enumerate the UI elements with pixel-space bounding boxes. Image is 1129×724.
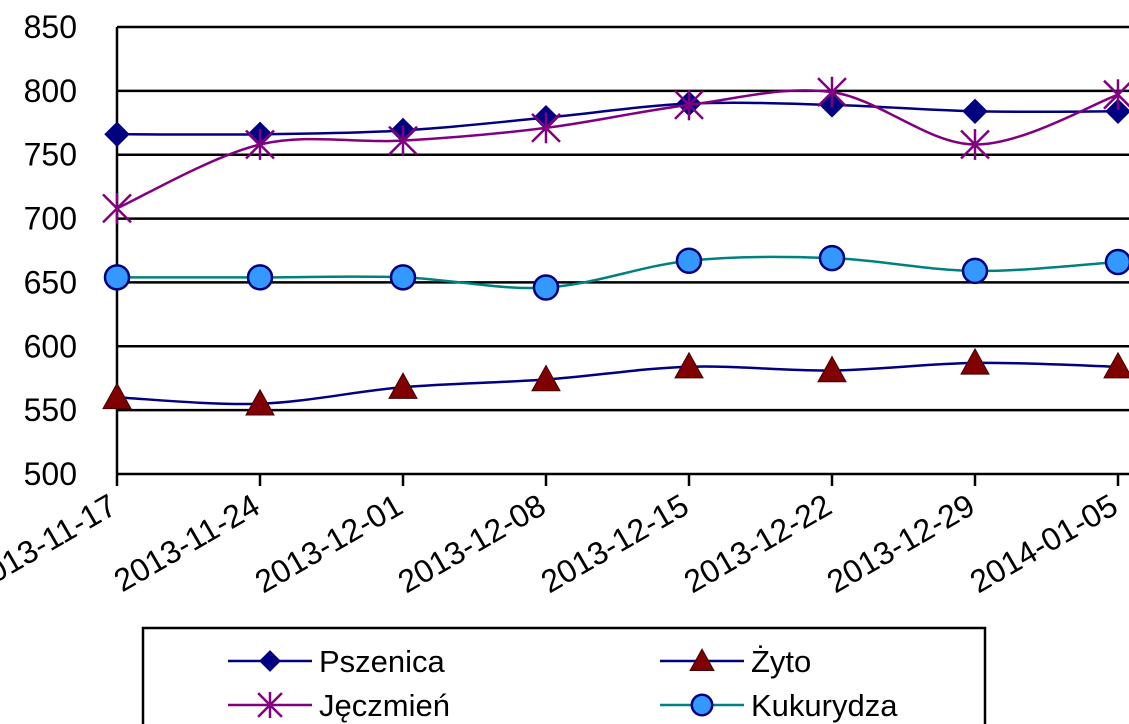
data-point-star <box>817 76 847 108</box>
series-kukurydza <box>103 244 1129 301</box>
data-point-circle <box>1104 248 1129 276</box>
y-tick-label: 800 <box>24 73 77 109</box>
series-line <box>116 89 1119 210</box>
y-tick-label: 500 <box>24 456 77 492</box>
legend-label: Jęczmień <box>319 688 450 723</box>
data-point-circle <box>675 247 703 274</box>
data-point-circle <box>961 257 989 285</box>
data-point-triangle <box>531 364 561 392</box>
legend-item-żyto: Żyto <box>660 644 811 679</box>
data-point-triangle <box>689 648 715 672</box>
series-layer <box>102 76 1129 416</box>
x-tick-label: 2013-12-08 <box>392 487 552 600</box>
data-point-star <box>245 129 275 160</box>
legend-item-kukurydza: Kukurydza <box>660 688 898 723</box>
data-point-diamond <box>104 121 130 147</box>
legend-label: Pszenica <box>319 644 446 679</box>
legend-label: Żyto <box>751 644 811 679</box>
data-point-diamond <box>259 650 281 672</box>
data-point-triangle <box>960 347 990 375</box>
data-point-circle <box>818 244 846 272</box>
data-point-star <box>257 691 283 719</box>
data-point-diamond <box>962 98 988 124</box>
legend: Pszenica Żyto Jęczmień Kukurydza <box>141 626 987 724</box>
data-point-star <box>1103 79 1129 111</box>
x-tick-label: 2013-12-22 <box>678 487 838 600</box>
series-line <box>116 255 1119 290</box>
data-point-triangle <box>388 372 418 399</box>
x-axis: 2013-11-172013-11-242013-12-012013-12-08… <box>0 472 1129 600</box>
data-point-circle <box>103 264 131 291</box>
y-tick-label: 550 <box>24 392 77 428</box>
data-point-triangle <box>674 351 704 379</box>
legend-item-pszenica: Pszenica <box>228 644 446 679</box>
y-axis: 500 550 600 650 700 750 800 850 <box>24 9 119 492</box>
data-point-star <box>102 192 132 224</box>
y-tick-label: 750 <box>24 137 77 173</box>
x-tick-label: 2013-12-01 <box>249 487 409 600</box>
x-tick-label: 2014-01-05 <box>964 487 1124 600</box>
data-point-circle <box>690 693 714 717</box>
y-tick-label: 650 <box>24 264 77 300</box>
y-tick-label: 850 <box>24 9 77 45</box>
legend-item-jęczmień: Jęczmień <box>228 688 450 723</box>
data-point-triangle <box>102 382 132 410</box>
data-point-circle <box>246 264 274 291</box>
data-point-star <box>674 89 704 121</box>
data-point-star <box>531 112 561 144</box>
data-point-star <box>960 129 990 160</box>
data-point-triangle <box>817 355 847 383</box>
data-point-star <box>388 125 418 157</box>
legend-box <box>141 626 987 724</box>
y-tick-label: 700 <box>24 201 77 237</box>
gridlines <box>117 25 1129 412</box>
x-tick-label: 2013-11-24 <box>108 487 266 599</box>
data-point-triangle <box>245 388 275 416</box>
data-point-circle <box>389 264 417 291</box>
y-tick-label: 600 <box>24 328 77 364</box>
x-tick-label: 2013-12-29 <box>821 487 981 600</box>
legend-label: Kukurydza <box>751 688 898 723</box>
x-tick-label: 2013-12-15 <box>535 487 695 600</box>
series-jęczmień <box>102 76 1129 224</box>
data-point-diamond <box>1105 98 1129 124</box>
series-żyto <box>102 347 1129 416</box>
x-tick-label: 2013-11-17 <box>0 487 122 599</box>
series-line <box>116 101 1119 136</box>
series-line <box>116 361 1119 406</box>
data-point-triangle <box>1103 351 1129 379</box>
data-point-circle <box>532 274 560 301</box>
